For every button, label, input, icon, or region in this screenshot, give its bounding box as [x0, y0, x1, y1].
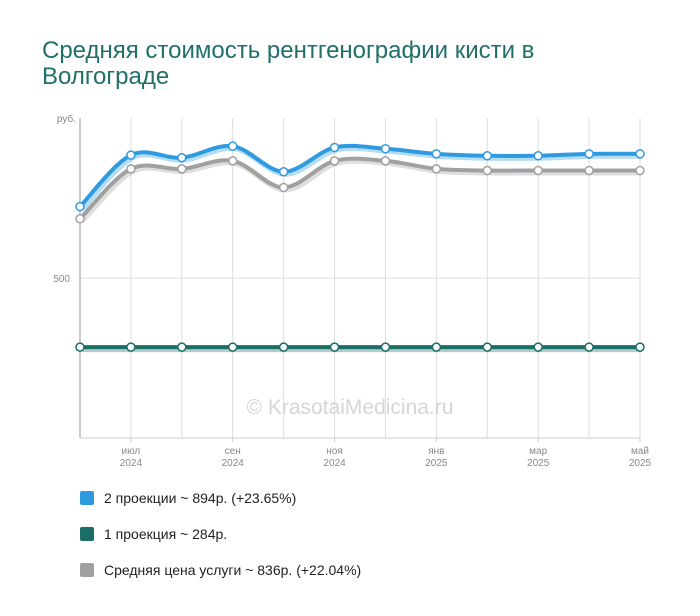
- x-tick-label-month: сен: [225, 446, 241, 457]
- line-chart: 500руб.июл2024сен2024ноя2024янв2025мар20…: [53, 113, 651, 469]
- series-line: [78, 156, 640, 221]
- series-lines: [78, 143, 643, 353]
- data-point: [329, 156, 340, 166]
- data-point: [227, 156, 238, 166]
- data-point: [278, 182, 289, 193]
- data-point: [75, 201, 85, 212]
- x-tick-label-year: 2025: [425, 458, 448, 469]
- y-unit-label: руб.: [57, 113, 76, 125]
- data-point: [177, 152, 187, 163]
- data-point: [380, 143, 391, 154]
- axes: 500руб.июл2024сен2024ноя2024янв2025мар20…: [53, 113, 651, 469]
- data-point: [227, 141, 238, 151]
- data-point: [380, 156, 391, 166]
- data-point: [431, 164, 442, 174]
- y-tick-label: 500: [53, 274, 70, 285]
- chart-title: Средняя стоимость рентгенографии кисти в…: [42, 37, 535, 90]
- data-point: [533, 151, 543, 161]
- data-point: [75, 214, 85, 224]
- x-tick-label-month: ноя: [326, 446, 343, 457]
- data-point: [177, 342, 187, 352]
- x-tick-label-month: июл: [122, 446, 141, 457]
- data-point: [431, 342, 442, 352]
- data-point: [329, 342, 340, 352]
- data-point: [177, 164, 187, 174]
- x-tick-label-month: янв: [428, 446, 444, 457]
- data-point: [584, 149, 594, 159]
- data-point: [584, 342, 594, 352]
- data-point: [635, 342, 645, 352]
- data-point: [75, 342, 85, 352]
- data-point: [278, 167, 289, 177]
- legend-swatch: [80, 491, 94, 505]
- legend: 2 проекции ~ 894р. (+23.65%) 1 проекция …: [80, 488, 361, 596]
- legend-swatch: [80, 563, 94, 577]
- series-line: [78, 143, 641, 209]
- x-tick-label-month: мар: [529, 446, 547, 457]
- x-tick-label-month: май: [631, 446, 649, 457]
- data-point: [533, 165, 543, 176]
- data-point: [584, 165, 594, 176]
- data-points: [75, 141, 645, 352]
- legend-label: 1 проекция ~ 284р.: [104, 526, 228, 542]
- data-point: [533, 342, 543, 352]
- data-point: [482, 151, 493, 161]
- legend-item-2-projections[interactable]: 2 проекции ~ 894р. (+23.65%): [80, 488, 361, 508]
- data-point: [431, 149, 442, 159]
- legend-item-average[interactable]: Средняя цена услуги ~ 836р. (+22.04%): [80, 560, 361, 580]
- data-point: [126, 150, 136, 160]
- data-point: [635, 165, 645, 176]
- data-point: [329, 142, 340, 153]
- data-point: [482, 165, 493, 176]
- x-tick-label-year: 2024: [323, 458, 346, 469]
- data-point: [278, 342, 289, 352]
- data-point: [126, 164, 136, 174]
- x-tick-label-year: 2025: [527, 458, 550, 469]
- legend-item-1-projection[interactable]: 1 проекция ~ 284р.: [80, 524, 361, 544]
- data-point: [380, 342, 391, 352]
- data-point: [227, 342, 238, 352]
- x-tick-label-year: 2024: [222, 458, 245, 469]
- watermark: © KrasotaiMedicina.ru: [246, 396, 454, 419]
- legend-label: 2 проекции ~ 894р. (+23.65%): [104, 490, 297, 506]
- x-tick-label-year: 2025: [629, 458, 652, 469]
- legend-swatch: [80, 527, 94, 541]
- data-point: [635, 149, 645, 159]
- legend-label: Средняя цена услуги ~ 836р. (+22.04%): [104, 562, 362, 578]
- x-tick-label-year: 2024: [120, 458, 143, 469]
- data-point: [482, 342, 493, 352]
- data-point: [126, 342, 136, 352]
